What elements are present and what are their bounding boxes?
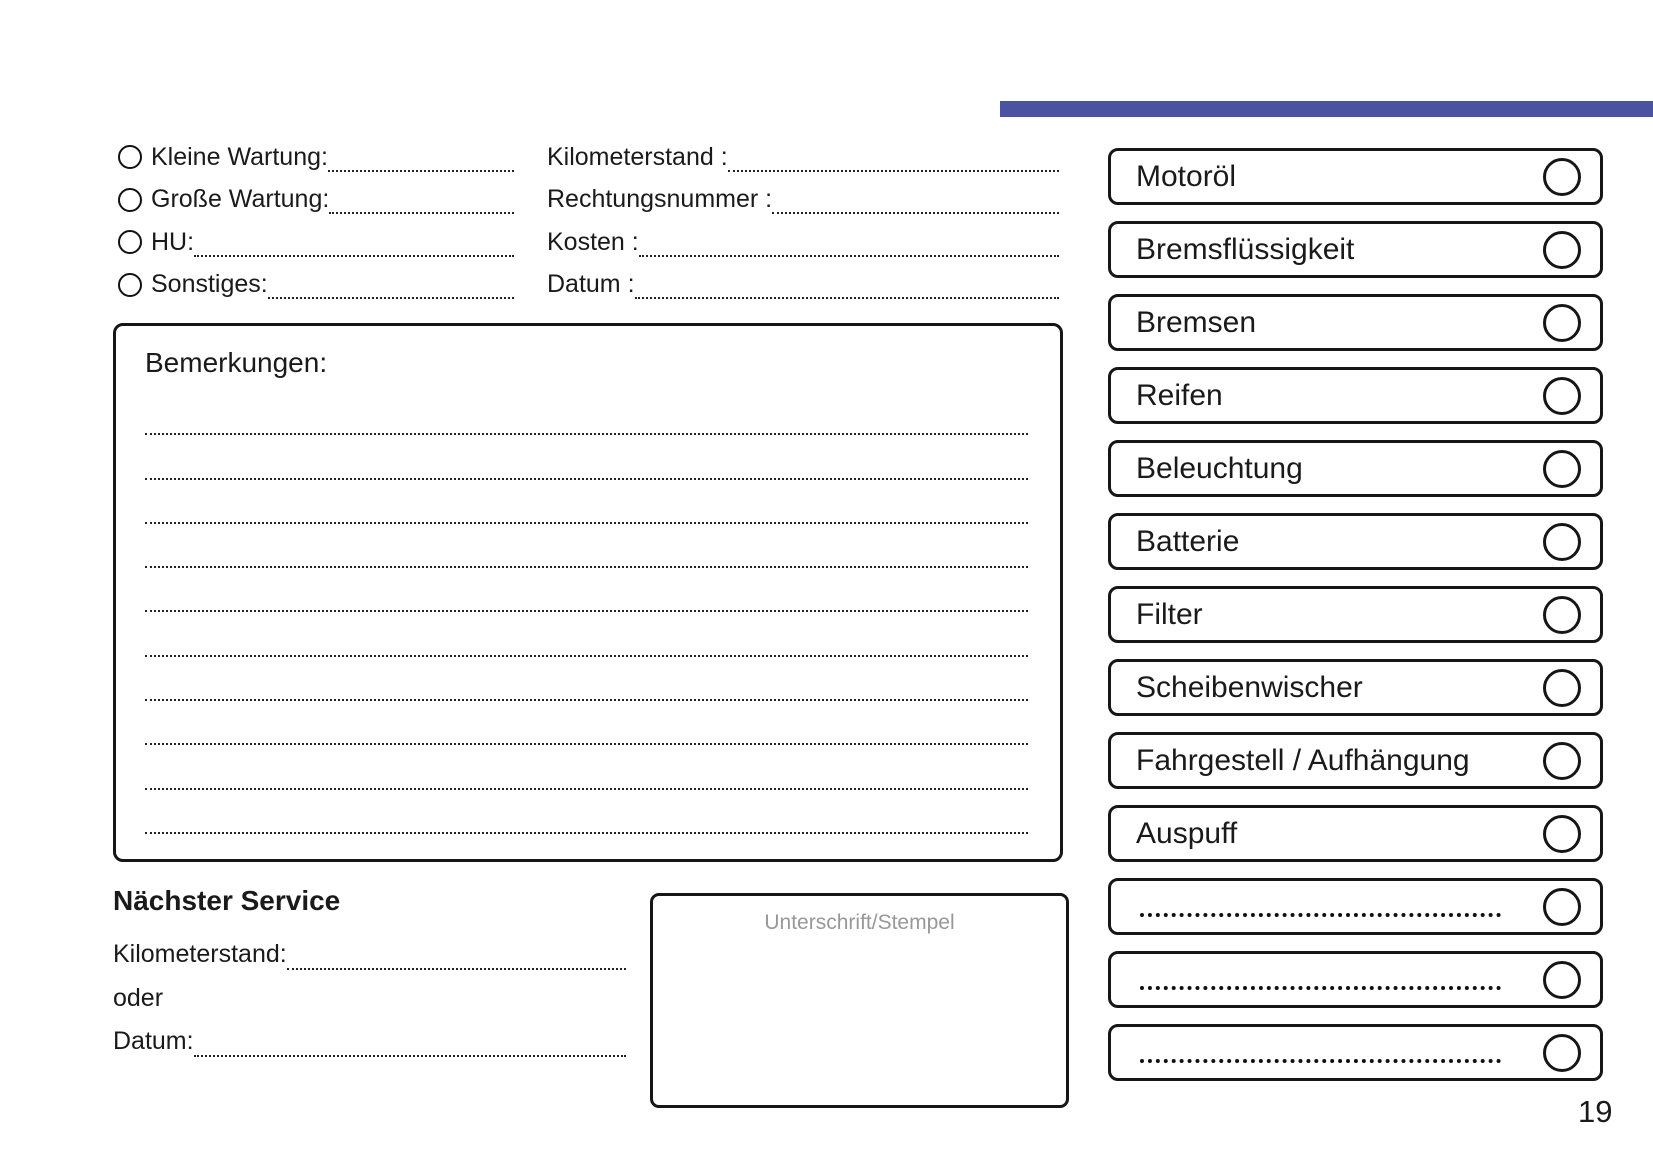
remarks-section: Bemerkungen: — [113, 323, 1063, 862]
checklist-item-check-circle[interactable] — [1543, 887, 1581, 926]
checklist-item-check-circle[interactable] — [1543, 595, 1581, 634]
checklist-item: Filter — [1108, 586, 1603, 643]
service-type-radio[interactable] — [118, 230, 142, 255]
invoice-fields-section: Kilometerstand : Rechtungsnummer : Koste… — [547, 136, 1059, 306]
invoice-field-label: Datum : — [547, 270, 635, 299]
checklist-item-label: Scheibenwischer — [1136, 670, 1363, 704]
checklist-section: Motoröl Bremsflüssigkeit Bremsen Reifen … — [1108, 148, 1603, 1097]
service-type-row: HU: — [118, 221, 514, 264]
invoice-field-write-in-line[interactable] — [727, 169, 1059, 172]
service-type-row: Große Wartung: — [118, 179, 514, 222]
invoice-field-row: Rechtungsnummer : — [547, 179, 1059, 222]
next-service-label: oder — [113, 983, 164, 1012]
checklist-item-write-in-line[interactable] — [1140, 985, 1501, 990]
checklist-item: Reifen — [1108, 367, 1603, 424]
checklist-item-label: Bremsen — [1136, 305, 1257, 339]
checklist-item-check-circle[interactable] — [1543, 960, 1581, 999]
service-type-label: Sonstiges: — [151, 270, 268, 299]
checklist-item: Batterie — [1108, 513, 1603, 570]
invoice-field-row: Datum : — [547, 264, 1059, 307]
service-type-label: Große Wartung: — [151, 185, 330, 214]
service-type-radio[interactable] — [118, 272, 142, 297]
checklist-item — [1108, 1024, 1603, 1081]
checklist-item-check-circle[interactable] — [1543, 741, 1581, 780]
service-type-radio[interactable] — [118, 145, 142, 170]
checklist-item-label: Batterie — [1136, 524, 1240, 558]
service-type-label: HU: — [151, 227, 195, 256]
remarks-write-in-line[interactable] — [145, 435, 1028, 480]
remarks-write-in-line[interactable] — [145, 480, 1028, 524]
next-service-label: Kilometerstand: — [113, 940, 287, 969]
checklist-item-label: Auspuff — [1136, 816, 1238, 850]
header-accent-bar — [1000, 101, 1653, 117]
next-service-label: Datum: — [113, 1027, 194, 1056]
remarks-write-in-line[interactable] — [145, 657, 1028, 702]
checklist-item-check-circle[interactable] — [1543, 376, 1581, 415]
next-service-title: Nächster Service — [113, 885, 341, 916]
checklist-item: Beleuchtung — [1108, 440, 1603, 497]
checklist-item-label: Beleuchtung — [1136, 451, 1303, 485]
remarks-write-in-line[interactable] — [145, 612, 1028, 657]
remarks-title: Bemerkungen: — [145, 347, 328, 378]
remarks-lines — [145, 391, 1028, 834]
checklist-item-write-in-line[interactable] — [1140, 1058, 1501, 1063]
checklist-item-check-circle[interactable] — [1543, 1033, 1581, 1072]
checklist-item: Motoröl — [1108, 148, 1603, 205]
checklist-item-check-circle[interactable] — [1543, 303, 1581, 342]
service-type-row: Sonstiges: — [118, 264, 514, 307]
next-service-rows: Kilometerstand: oder Datum: — [113, 933, 626, 1064]
service-type-write-in-line[interactable] — [194, 254, 514, 257]
remarks-write-in-line[interactable] — [145, 524, 1028, 569]
invoice-field-write-in-line[interactable] — [772, 212, 1059, 214]
checklist-item-check-circle[interactable] — [1543, 814, 1581, 853]
service-type-row: Kleine Wartung: — [118, 136, 514, 179]
checklist-item-check-circle[interactable] — [1543, 522, 1581, 561]
checklist-item — [1108, 878, 1603, 935]
remarks-write-in-line[interactable] — [145, 790, 1028, 834]
next-service-write-in-line[interactable] — [193, 1054, 626, 1057]
service-type-write-in-line[interactable] — [329, 212, 514, 214]
remarks-write-in-line[interactable] — [145, 745, 1028, 790]
page-number: 19 — [1578, 1094, 1613, 1129]
invoice-field-write-in-line[interactable] — [634, 297, 1059, 299]
checklist-item-label: Filter — [1136, 597, 1203, 631]
next-service-row: oder — [113, 977, 626, 1021]
service-type-label: Kleine Wartung: — [151, 142, 328, 171]
checklist-item: Auspuff — [1108, 805, 1603, 862]
checklist-item-label: Fahrgestell / Aufhängung — [1136, 743, 1470, 777]
invoice-field-label: Rechtungsnummer : — [547, 185, 773, 214]
next-service-row: Datum: — [113, 1020, 626, 1064]
invoice-field-write-in-line[interactable] — [638, 254, 1059, 257]
signature-stamp-box[interactable]: Unterschrift/Stempel — [650, 893, 1069, 1108]
service-type-radio[interactable] — [118, 187, 142, 212]
checklist-item-check-circle[interactable] — [1543, 668, 1581, 707]
checklist-item: Scheibenwischer — [1108, 659, 1603, 716]
checklist-item-check-circle[interactable] — [1543, 157, 1581, 196]
remarks-write-in-line[interactable] — [145, 701, 1028, 746]
remarks-write-in-line[interactable] — [145, 568, 1028, 613]
checklist-item: Fahrgestell / Aufhängung — [1108, 732, 1603, 789]
checklist-item-check-circle[interactable] — [1543, 449, 1581, 488]
invoice-field-label: Kilometerstand : — [547, 142, 728, 171]
next-service-write-in-line[interactable] — [286, 967, 626, 970]
invoice-field-label: Kosten : — [547, 227, 639, 256]
checklist-item-write-in-line[interactable] — [1140, 912, 1501, 917]
next-service-row: Kilometerstand: — [113, 933, 626, 977]
checklist-item-label: Bremsflüssigkeit — [1136, 232, 1355, 266]
checklist-item-check-circle[interactable] — [1543, 230, 1581, 269]
remarks-write-in-line[interactable] — [145, 391, 1028, 436]
service-type-section: Kleine Wartung: Große Wartung: HU: Sonst… — [118, 136, 514, 306]
invoice-field-row: Kilometerstand : — [547, 136, 1059, 179]
checklist-item-label: Reifen — [1136, 378, 1223, 412]
service-type-write-in-line[interactable] — [267, 297, 514, 299]
invoice-field-row: Kosten : — [547, 221, 1059, 264]
checklist-item: Bremsflüssigkeit — [1108, 221, 1603, 278]
checklist-item-label: Motoröl — [1136, 159, 1237, 193]
checklist-item — [1108, 951, 1603, 1008]
next-service-section: Nächster Service Kilometerstand: oder Da… — [113, 885, 626, 1064]
service-type-write-in-line[interactable] — [327, 169, 514, 172]
signature-stamp-placeholder: Unterschrift/Stempel — [764, 911, 955, 934]
checklist-item: Bremsen — [1108, 294, 1603, 351]
